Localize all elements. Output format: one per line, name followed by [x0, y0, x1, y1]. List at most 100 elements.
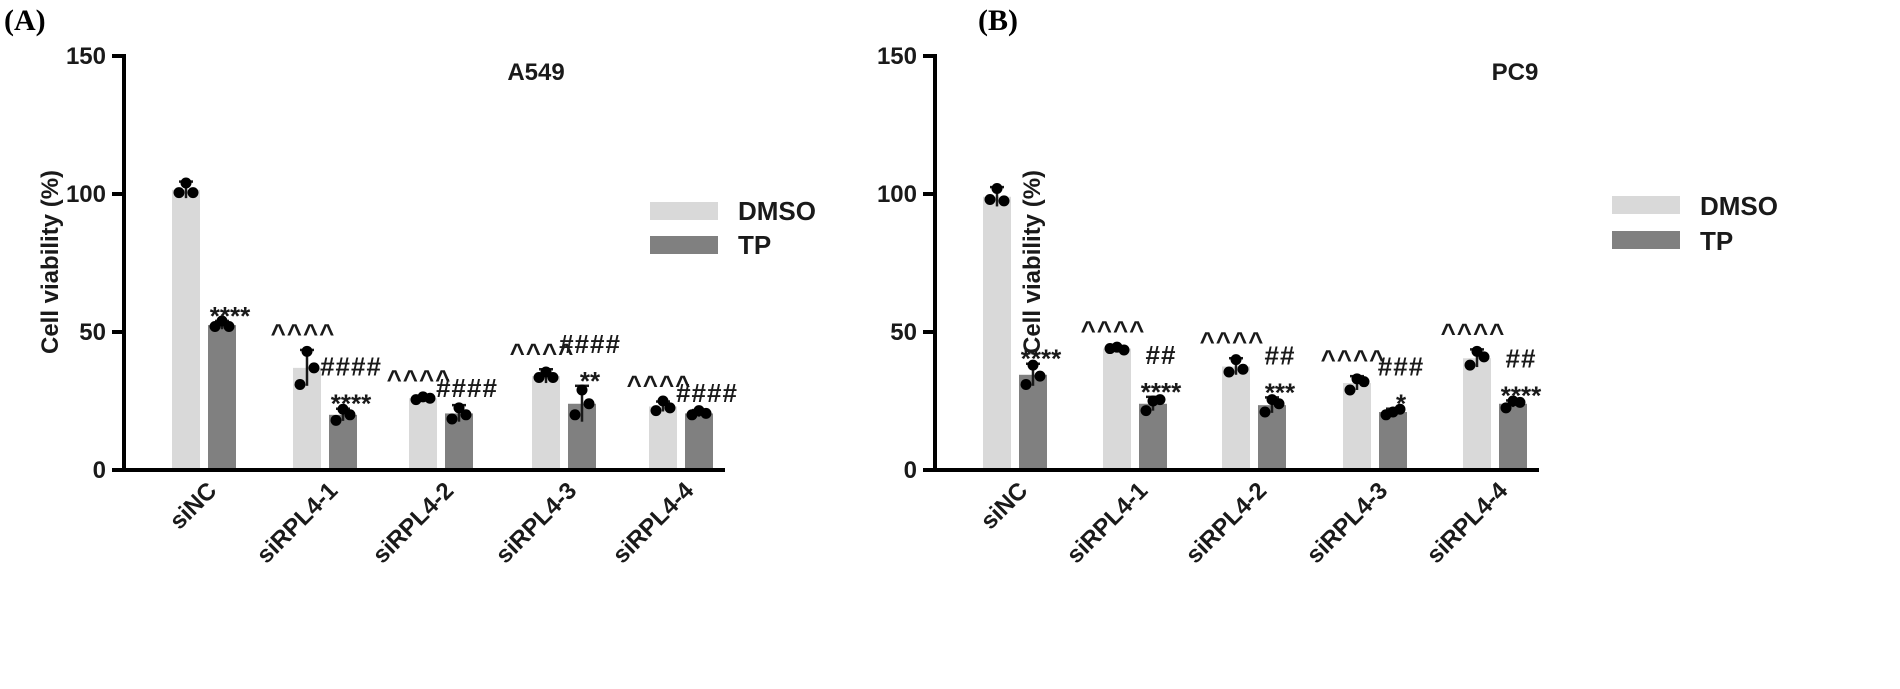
- y-tick-label: 100: [877, 181, 917, 208]
- bar-tp-sinc: [1019, 374, 1047, 470]
- legend-swatch-tp: [650, 236, 718, 254]
- panel-a: (A) A549 Cell viability (%) DMSO TP 0 50 1…: [4, 4, 816, 569]
- chart-title: PC9: [1492, 59, 1539, 86]
- y-axis-label: Cell viability (%): [37, 170, 64, 354]
- category-label: siRPL4-2: [368, 477, 460, 569]
- significance-label: ****: [331, 389, 372, 419]
- data-point: [1118, 344, 1130, 356]
- bar-dmso-sirpl4-3: [532, 376, 560, 470]
- category-label: siRPL4-4: [608, 477, 700, 569]
- significance-label: ^^^^: [1081, 315, 1146, 345]
- data-point: [1259, 406, 1271, 418]
- data-point: [664, 402, 676, 414]
- data-point: [657, 395, 669, 407]
- significance-label: ####: [676, 378, 738, 408]
- significance-label: ##: [1265, 340, 1296, 370]
- data-point: [583, 398, 595, 410]
- data-point: [301, 345, 313, 357]
- significance-label: ^^^^: [627, 370, 692, 400]
- data-point: [576, 384, 588, 396]
- data-point: [984, 194, 996, 206]
- data-point: [330, 414, 342, 426]
- data-point: [173, 187, 185, 199]
- data-point: [453, 402, 465, 414]
- category-label: siRPL4-1: [252, 477, 344, 569]
- data-point: [187, 187, 199, 199]
- y-tick-label: 50: [890, 319, 917, 346]
- legend-label-tp: TP: [1700, 226, 1733, 256]
- data-point: [991, 182, 1003, 194]
- bar-dmso-sinc: [172, 189, 200, 471]
- legend-label-tp: TP: [738, 230, 771, 260]
- significance-label: ###: [1378, 352, 1424, 382]
- y-tick-label: 150: [66, 43, 106, 70]
- significance-label: ####: [320, 352, 382, 382]
- significance-label: *: [1396, 389, 1407, 419]
- panel-label: (B): [978, 4, 1018, 37]
- plot-area: 0 50 100 150 ^^^^ ^^^^ ^^^^ ^^^^ **** #### **** ###…: [66, 43, 738, 569]
- data-point: [998, 195, 1010, 207]
- bar-tp-sirpl4-3: [1379, 412, 1407, 470]
- data-point: [446, 413, 458, 425]
- significance-label: ****: [1021, 344, 1062, 374]
- bar-dmso-sirpl4-4: [1463, 358, 1491, 470]
- data-point: [569, 409, 581, 421]
- data-point: [1027, 359, 1039, 371]
- legend-swatch-dmso: [650, 202, 718, 220]
- data-point: [1237, 363, 1249, 375]
- data-point: [460, 409, 472, 421]
- data-point: [1034, 370, 1046, 382]
- bar-dmso-sirpl4-1: [1103, 348, 1131, 470]
- category-label: siRPL4-4: [1422, 477, 1514, 569]
- bar-dmso-sinc: [983, 196, 1011, 470]
- significance-label: ####: [436, 373, 498, 403]
- data-point: [1344, 384, 1356, 396]
- significance-label: ****: [1141, 377, 1182, 407]
- y-tick-label: 0: [904, 457, 917, 484]
- significance-label: **: [580, 366, 601, 396]
- significance-label: ^^^^: [387, 364, 452, 394]
- y-tick-label: 50: [79, 319, 106, 346]
- legend-swatch-dmso: [1612, 196, 1680, 214]
- bar-dmso-sirpl4-2: [1222, 366, 1250, 470]
- significance-label: ***: [1265, 377, 1296, 407]
- data-point: [1230, 354, 1242, 366]
- data-point: [1394, 403, 1406, 415]
- y-tick-label: 150: [877, 43, 917, 70]
- significance-label: ^^^^: [510, 337, 575, 367]
- data-point: [308, 362, 320, 374]
- bar-dmso-sirpl4-3: [1343, 383, 1371, 470]
- data-point: [1154, 394, 1166, 406]
- data-point: [1140, 405, 1152, 417]
- category-label: siNC: [975, 477, 1033, 535]
- data-point: [1358, 376, 1370, 388]
- data-point: [1478, 351, 1490, 363]
- category-label: siRPL4-3: [1302, 477, 1394, 569]
- significance-label: ^^^^: [1321, 344, 1386, 374]
- y-tick-label: 100: [66, 181, 106, 208]
- significance-label: ##: [1506, 343, 1537, 373]
- data-point: [1273, 398, 1285, 410]
- data-point: [700, 407, 712, 419]
- data-point: [344, 409, 356, 421]
- panel-label: (A): [4, 4, 46, 37]
- data-point: [547, 372, 559, 384]
- legend: DMSO TP: [1612, 191, 1778, 256]
- y-tick-label: 0: [93, 457, 106, 484]
- bar-tp-sirpl4-4: [685, 413, 713, 470]
- data-point: [180, 177, 192, 189]
- significance-label: ^^^^: [1200, 326, 1265, 356]
- data-point: [1514, 396, 1526, 408]
- legend-label-dmso: DMSO: [1700, 191, 1778, 221]
- data-point: [1464, 359, 1476, 371]
- panel-b: (B) PC9 Cell viability (%) DMSO TP 0 50 10…: [877, 4, 1778, 569]
- data-point: [1223, 366, 1235, 378]
- legend-label-dmso: DMSO: [738, 196, 816, 226]
- data-point: [223, 320, 235, 332]
- data-point: [1500, 402, 1512, 414]
- chart-title: A549: [507, 59, 564, 86]
- bar-tp-sirpl4-4: [1499, 403, 1527, 470]
- significance-label: ****: [1501, 380, 1542, 410]
- category-label: siNC: [164, 477, 222, 535]
